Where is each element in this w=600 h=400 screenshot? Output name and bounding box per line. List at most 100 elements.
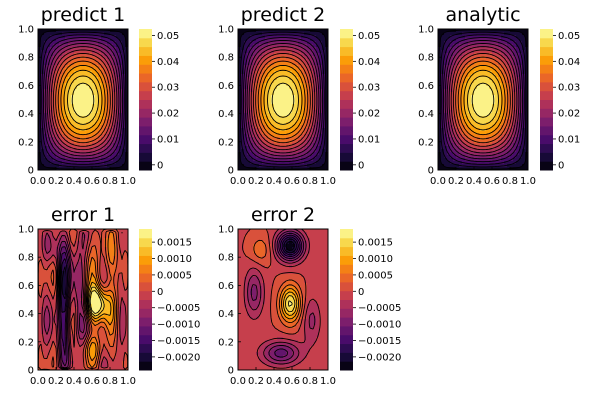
heat-cell	[265, 110, 269, 114]
heat-cell	[62, 32, 66, 36]
heat-cell	[304, 98, 308, 102]
heat-cell	[301, 128, 305, 132]
heat-cell	[298, 56, 302, 60]
heat-cell	[316, 92, 320, 96]
heat-cell	[92, 110, 96, 114]
heat-cell	[510, 107, 514, 111]
heat-cell	[110, 247, 114, 251]
heat-cell	[271, 35, 275, 39]
heat-cell	[62, 277, 66, 281]
heat-cell	[510, 80, 514, 84]
heat-cell	[68, 110, 72, 114]
heat-cell	[313, 50, 317, 54]
heat-cell	[289, 80, 293, 84]
heat-cell	[74, 89, 78, 93]
heat-cell	[122, 274, 126, 278]
colorbar-step	[340, 81, 353, 92]
heat-cell	[107, 47, 111, 51]
heat-cell	[277, 80, 281, 84]
heat-cell	[465, 80, 469, 84]
heat-cell	[259, 62, 263, 66]
heat-cell	[253, 149, 257, 153]
heat-cell	[516, 47, 520, 51]
heat-cell	[298, 47, 302, 51]
heat-cell	[322, 158, 326, 162]
heat-cell	[489, 167, 493, 170]
heat-cell	[292, 161, 296, 165]
heat-cell	[65, 47, 69, 51]
heat-cell	[247, 131, 251, 135]
heat-cell	[119, 232, 123, 236]
heat-cell	[441, 44, 445, 48]
heat-cell	[441, 167, 445, 170]
heat-cell	[104, 277, 108, 281]
heat-cell	[256, 71, 260, 75]
heat-cell	[56, 164, 60, 168]
heat-cell	[465, 152, 469, 156]
heat-cell	[486, 167, 490, 170]
heat-cell	[292, 56, 296, 60]
heat-cell	[77, 265, 81, 269]
heat-cell	[289, 59, 293, 63]
heat-cell	[453, 65, 457, 69]
heat-cell	[41, 77, 45, 81]
heat-cell	[86, 134, 90, 138]
heat-cell	[241, 62, 245, 66]
heat-cell	[325, 122, 328, 126]
heat-cell	[474, 116, 478, 120]
heat-cell	[277, 41, 281, 45]
heat-cell	[465, 95, 469, 99]
heat-cell	[86, 68, 90, 72]
heat-cell	[447, 59, 451, 63]
heat-cell	[325, 35, 328, 39]
heat-cell	[44, 44, 48, 48]
heat-cell	[116, 29, 120, 33]
heat-cell	[307, 107, 311, 111]
heat-cell	[292, 167, 296, 170]
heat-cell	[50, 256, 54, 260]
heat-cell	[462, 110, 466, 114]
heat-cell	[62, 253, 66, 257]
heat-cell	[95, 98, 99, 102]
heat-cell	[265, 137, 269, 141]
heat-cell	[119, 62, 123, 66]
heat-cell	[104, 262, 108, 266]
heat-cell	[465, 77, 469, 81]
heat-cell	[250, 92, 254, 96]
heat-cell	[92, 56, 96, 60]
heat-cell	[250, 146, 254, 150]
heat-cell	[525, 104, 528, 108]
heat-cell	[101, 113, 105, 117]
heat-cell	[444, 158, 448, 162]
heat-cell	[83, 89, 87, 93]
heat-cell	[241, 167, 245, 170]
heat-cell	[301, 62, 305, 66]
heat-cell	[68, 92, 72, 96]
heat-cell	[77, 283, 81, 287]
heat-cell	[74, 280, 78, 284]
heat-cell	[250, 80, 254, 84]
heat-cell	[471, 167, 475, 170]
heat-cell	[516, 89, 520, 93]
heat-cell	[247, 89, 251, 93]
heat-cell	[465, 56, 469, 60]
heat-cell	[465, 125, 469, 129]
heat-cell	[107, 241, 111, 245]
heat-cell	[325, 158, 328, 162]
heat-cell	[525, 95, 528, 99]
heat-cell	[244, 38, 248, 42]
heat-cell	[110, 235, 114, 239]
heat-cell	[50, 50, 54, 54]
heat-cell	[495, 107, 499, 111]
heat-cell	[122, 56, 126, 60]
heat-cell	[474, 134, 478, 138]
heat-cell	[298, 29, 302, 33]
heat-cell	[71, 155, 75, 159]
heat-cell	[65, 110, 69, 114]
heat-cell	[104, 29, 108, 33]
heat-cell	[53, 110, 57, 114]
heat-cell	[495, 92, 499, 96]
heat-cell	[98, 104, 102, 108]
heat-cell	[510, 143, 514, 147]
heat-cell	[65, 38, 69, 42]
